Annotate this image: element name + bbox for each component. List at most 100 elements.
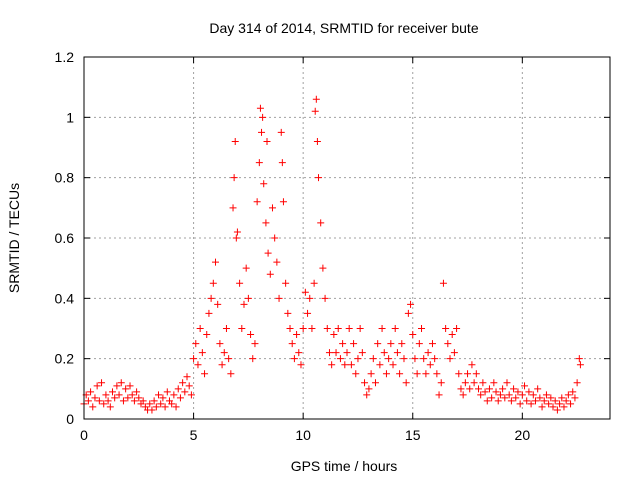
data-point <box>262 219 270 227</box>
data-point <box>367 370 375 378</box>
data-point <box>545 400 553 408</box>
data-point <box>398 340 406 348</box>
data-point <box>214 300 222 308</box>
data-point <box>457 385 465 393</box>
data-point <box>501 394 509 402</box>
data-point <box>271 234 279 242</box>
data-point <box>542 391 550 399</box>
data-point <box>345 325 353 332</box>
data-point <box>455 370 463 378</box>
data-point <box>328 361 336 369</box>
data-point <box>278 159 286 167</box>
data-point <box>499 385 507 393</box>
data-point <box>201 370 209 378</box>
data-point <box>163 388 171 396</box>
data-point <box>209 279 217 287</box>
data-point <box>227 370 235 378</box>
data-point <box>492 388 500 396</box>
data-point <box>174 385 182 393</box>
data-points <box>80 95 584 414</box>
data-point <box>172 403 180 411</box>
data-point <box>258 128 266 136</box>
data-point <box>549 403 557 411</box>
data-point <box>148 406 156 414</box>
data-point <box>268 204 276 212</box>
data-point <box>181 388 189 396</box>
data-point <box>185 382 193 390</box>
data-point <box>290 355 298 363</box>
data-point <box>207 294 215 302</box>
data-point <box>558 394 566 402</box>
data-point <box>512 394 520 402</box>
plot-frame <box>83 56 611 420</box>
data-point <box>119 397 127 405</box>
data-point <box>304 309 312 317</box>
data-point <box>510 385 518 393</box>
data-point <box>91 394 99 402</box>
data-point <box>371 379 379 387</box>
data-point <box>139 397 147 405</box>
data-point <box>382 370 390 378</box>
data-point <box>446 355 454 363</box>
data-point <box>135 394 143 402</box>
data-point <box>130 397 138 405</box>
data-point <box>553 406 561 414</box>
data-point <box>389 361 397 369</box>
data-point <box>297 361 305 369</box>
chart-title: Day 314 of 2014, SRMTID for receiver but… <box>209 20 478 36</box>
data-point <box>396 370 404 378</box>
data-point <box>225 355 233 363</box>
data-point <box>343 349 351 357</box>
data-point <box>521 382 529 390</box>
data-point <box>104 397 112 405</box>
data-point <box>170 391 178 399</box>
data-point <box>273 258 281 266</box>
data-point <box>496 391 504 399</box>
data-point <box>264 249 272 257</box>
data-point <box>450 349 458 357</box>
data-point <box>212 258 219 266</box>
data-point <box>518 391 526 399</box>
data-point <box>203 331 211 339</box>
data-point <box>168 400 176 408</box>
data-point <box>122 385 130 393</box>
data-point <box>426 361 434 369</box>
data-point <box>308 325 316 332</box>
y-tick-label: 0.2 <box>55 351 75 367</box>
data-point <box>161 403 169 411</box>
data-point <box>319 264 327 272</box>
data-point <box>547 394 555 402</box>
data-point <box>422 370 430 378</box>
data-point <box>317 219 325 227</box>
data-point <box>196 325 204 332</box>
x-tick-label: 5 <box>190 427 198 443</box>
data-point <box>192 340 200 348</box>
data-point <box>569 388 577 396</box>
data-point <box>369 355 377 363</box>
data-point <box>347 361 355 369</box>
data-point <box>279 198 287 206</box>
data-point <box>190 355 198 363</box>
data-point <box>490 379 498 387</box>
data-point <box>159 394 167 402</box>
data-point <box>439 279 447 287</box>
data-point <box>361 379 369 387</box>
data-point <box>117 379 125 387</box>
data-point <box>477 391 485 399</box>
data-point <box>516 400 524 408</box>
data-point <box>286 325 294 332</box>
data-point <box>113 382 121 390</box>
data-point <box>321 294 329 302</box>
data-point <box>431 355 439 363</box>
data-point <box>293 331 301 339</box>
data-point <box>494 397 502 405</box>
data-point <box>387 340 395 348</box>
data-point <box>418 325 426 332</box>
data-point <box>115 391 123 399</box>
data-point <box>472 370 480 378</box>
data-point <box>187 391 195 399</box>
data-point <box>244 294 252 302</box>
data-point <box>560 403 568 411</box>
data-point <box>437 379 445 387</box>
